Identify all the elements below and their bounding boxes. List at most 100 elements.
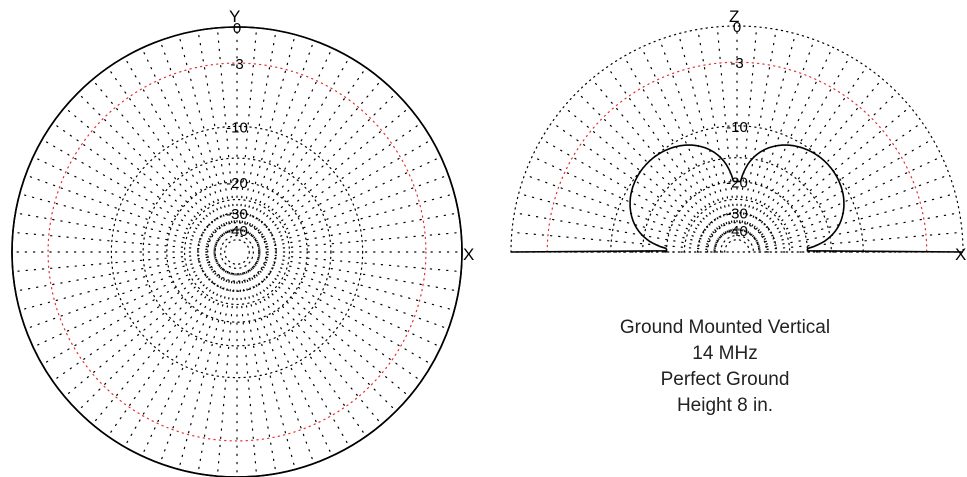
- azimuth-spoke: [24, 174, 218, 246]
- azimuth-spoke: [197, 29, 234, 232]
- azimuth-ring-label: -10: [226, 119, 248, 136]
- elevation-spoke: [747, 55, 851, 234]
- azimuth-spoke: [216, 273, 236, 477]
- azimuth-ring-minus-20: [166, 181, 308, 323]
- azimuth-spoke: [141, 47, 229, 233]
- azimuth-spoke: [250, 79, 383, 236]
- elevation-spoke: [758, 212, 961, 249]
- elevation-ring-minus-10: [610, 125, 864, 253]
- azimuth-spoke: [248, 269, 367, 437]
- elevation-spoke: [623, 55, 727, 234]
- azimuth-spoke: [242, 34, 296, 232]
- elevation-spoke: [738, 26, 758, 231]
- azimuth-spoke: [77, 266, 223, 412]
- elevation-pattern-trace: [510, 144, 964, 253]
- caption-antenna-type: Ground Mounted Vertical: [619, 317, 831, 338]
- azimuth-spoke: [238, 27, 258, 231]
- azimuth-spoke: [242, 272, 296, 470]
- elevation-z-axis-label: Z: [729, 7, 739, 26]
- elevation-spoke: [753, 106, 911, 239]
- azimuth-grid: [11, 26, 463, 477]
- elevation-spoke: [640, 46, 729, 233]
- azimuth-ring-labels: 0 -3 -10 -20 -30-40: [226, 20, 248, 240]
- azimuth-spoke: [178, 34, 232, 232]
- elevation-ring-minus-35: [706, 222, 768, 253]
- caption-height: Height 8 in.: [676, 395, 774, 416]
- azimuth-ring-minus-50: [224, 239, 250, 265]
- azimuth-spoke: [256, 156, 442, 244]
- azimuth-spoke: [14, 212, 217, 249]
- azimuth-ring-minus-25: [183, 198, 291, 306]
- azimuth-spoke: [107, 67, 226, 235]
- azimuth-spoke: [41, 262, 219, 366]
- azimuth-spoke: [257, 193, 455, 247]
- azimuth-spoke: [256, 260, 442, 348]
- azimuth-spoke: [41, 138, 219, 242]
- azimuth-ring-label: -3: [230, 56, 243, 73]
- azimuth-spoke: [197, 272, 234, 475]
- elevation-x-axis-label: X: [955, 245, 966, 264]
- elevation-spoke: [755, 138, 934, 242]
- azimuth-ring-label: 0: [233, 20, 241, 37]
- azimuth-spoke: [251, 266, 397, 412]
- elevation-spoke: [742, 33, 797, 232]
- elevation-spoke: [513, 212, 716, 249]
- azimuth-spoke: [245, 271, 333, 457]
- elevation-spoke: [758, 231, 963, 251]
- azimuth-spoke: [12, 231, 216, 251]
- azimuth-spoke: [159, 271, 231, 465]
- azimuth-spoke: [178, 272, 232, 470]
- azimuth-spoke: [19, 193, 217, 247]
- azimuth-spoke: [32, 260, 218, 348]
- elevation-ring-label: -30: [726, 206, 748, 223]
- azimuth-spoke: [250, 268, 383, 425]
- elevation-spoke: [518, 192, 717, 247]
- elevation-spoke: [751, 91, 898, 238]
- azimuth-spoke: [64, 106, 221, 239]
- elevation-spoke: [716, 26, 736, 231]
- elevation-ring-minus-15: [642, 157, 832, 253]
- elevation-spoke: [756, 155, 943, 244]
- azimuth-spoke: [243, 271, 315, 465]
- azimuth-spoke: [254, 122, 422, 241]
- azimuth-spoke: [247, 56, 351, 234]
- elevation-spoke: [697, 28, 734, 231]
- azimuth-spoke: [64, 265, 221, 398]
- azimuth-spoke: [77, 92, 223, 238]
- caption-frequency: 14 MHz: [692, 343, 758, 364]
- azimuth-polar-plot: 0 -3 -10 -20 -30-40 Y X: [11, 7, 474, 477]
- elevation-spoke: [606, 66, 725, 235]
- azimuth-spoke: [216, 27, 236, 231]
- elevation-ring-minus-3: [546, 61, 928, 253]
- azimuth-ring-minus-15: [142, 157, 332, 347]
- azimuth-spoke: [240, 272, 277, 475]
- elevation-spoke: [749, 66, 868, 235]
- azimuth-ring-label: -30: [226, 206, 248, 223]
- elevation-spoke: [750, 78, 883, 236]
- elevation-spoke: [757, 174, 950, 246]
- azimuth-spoke: [159, 39, 231, 233]
- azimuth-spoke: [256, 258, 450, 330]
- elevation-ring-label: 0: [733, 19, 741, 36]
- azimuth-spoke: [24, 258, 218, 330]
- azimuth-ring-minus-10: [110, 125, 364, 379]
- elevation-spoke: [524, 174, 717, 246]
- elevation-polar-plot: 0 -3 -10 -20 -30-40 Z X: [510, 7, 966, 264]
- caption-ground-type: Perfect Ground: [660, 369, 790, 390]
- elevation-spoke: [754, 121, 923, 240]
- azimuth-spoke: [238, 273, 258, 477]
- azimuth-spoke: [32, 156, 218, 244]
- azimuth-ring-minus-3: [47, 62, 427, 442]
- azimuth-ring-minus-45: [220, 235, 254, 269]
- elevation-ring-label: -40: [726, 223, 748, 240]
- elevation-ring-label: -3: [730, 55, 743, 72]
- elevation-pattern: [510, 144, 964, 253]
- diagram-caption: Ground Mounted Vertical 14 MHz Perfect G…: [560, 315, 890, 419]
- elevation-ring-minus-45: [719, 235, 755, 253]
- azimuth-spoke: [257, 212, 460, 249]
- elevation-spoke: [531, 155, 718, 244]
- azimuth-spoke: [248, 67, 367, 235]
- elevation-spoke: [551, 121, 720, 240]
- elevation-spoke: [743, 39, 815, 232]
